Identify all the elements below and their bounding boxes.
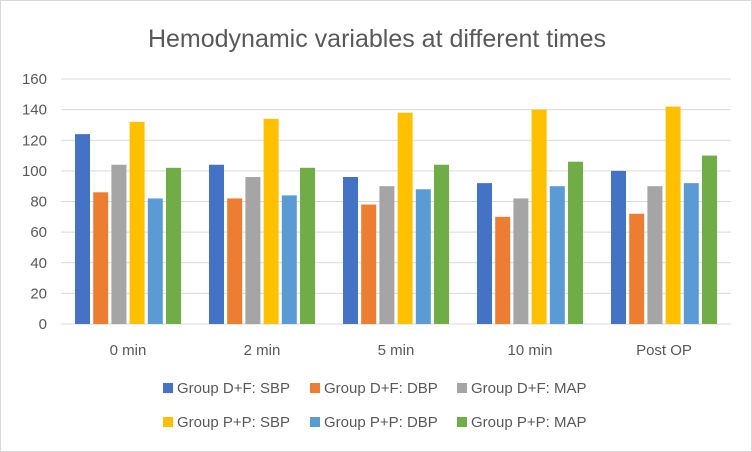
bar-group-p-p-sbp-4 (665, 106, 681, 324)
bar-group-d-f-map-4 (647, 186, 663, 324)
bar-group-p-p-dbp-0 (147, 198, 163, 324)
bar-group-p-p-sbp-2 (397, 112, 413, 324)
x-tick-label: 0 min (110, 342, 147, 359)
bar-group-p-p-dbp-3 (549, 186, 565, 324)
bar-group-p-p-dbp-2 (415, 189, 431, 324)
legend-swatch (163, 417, 173, 427)
bar-group-d-f-map-3 (513, 198, 529, 324)
bar-group-d-f-dbp-0 (93, 192, 109, 324)
y-tick-label: 160 (22, 71, 47, 88)
legend-label: Group D+F: MAP (471, 380, 586, 397)
x-tick-label: Post OP (636, 342, 692, 359)
legend-label: Group D+F: SBP (177, 380, 290, 397)
bars (75, 106, 717, 324)
bar-group-d-f-dbp-1 (227, 198, 243, 324)
x-tick-label: 2 min (244, 342, 281, 359)
y-axis-ticks: 0 20 40 60 80 100 120 140 160 (22, 71, 47, 333)
bar-group-p-p-map-3 (568, 161, 583, 324)
y-tick-label: 120 (22, 132, 47, 149)
legend-swatch (163, 383, 173, 393)
bar-group-d-f-dbp-2 (361, 204, 377, 324)
bar-group-p-p-map-1 (300, 167, 315, 324)
bar-group-d-f-sbp-3 (477, 183, 492, 324)
chart-title: Hemodynamic variables at different times (148, 25, 606, 53)
bar-group-d-f-sbp-0 (75, 134, 90, 324)
bar-group-d-f-dbp-3 (495, 216, 511, 324)
y-tick-label: 80 (30, 194, 47, 211)
legend-swatch (310, 383, 320, 393)
bar-group-p-p-sbp-0 (129, 121, 145, 324)
bar-group-p-p-dbp-1 (281, 195, 297, 324)
legend-label: Group P+P: DBP (324, 414, 438, 431)
y-tick-label: 20 (30, 285, 47, 302)
bar-group-d-f-map-2 (379, 186, 395, 324)
bar-group-p-p-dbp-4 (683, 183, 699, 324)
y-tick-label: 40 (30, 255, 47, 272)
bar-group-d-f-dbp-4 (629, 213, 645, 324)
y-tick-label: 60 (30, 224, 47, 241)
x-axis-ticks: 0 min 2 min 5 min 10 min Post OP (110, 342, 692, 359)
x-tick-label: 5 min (378, 342, 415, 359)
y-tick-label: 100 (22, 163, 47, 180)
bar-group-d-f-map-0 (111, 164, 127, 324)
y-tick-label: 140 (22, 102, 47, 119)
y-tick-label: 0 (39, 316, 47, 333)
legend-label: Group P+P: SBP (177, 414, 290, 431)
legend-swatch (457, 417, 467, 427)
bar-group-d-f-sbp-1 (209, 164, 224, 324)
bar-group-d-f-sbp-4 (611, 170, 626, 324)
legend: Group D+F: SBP Group D+F: DBP Group D+F: M… (163, 380, 586, 431)
bar-group-p-p-sbp-3 (531, 109, 547, 324)
legend-label: Group P+P: MAP (471, 414, 586, 431)
bar-group-d-f-map-1 (245, 177, 261, 324)
bar-group-p-p-map-4 (702, 155, 717, 324)
bar-group-p-p-map-2 (434, 164, 449, 324)
bar-group-d-f-sbp-2 (343, 177, 358, 324)
x-tick-label: 10 min (507, 342, 552, 359)
legend-label: Group D+F: DBP (324, 380, 438, 397)
legend-swatch (310, 417, 320, 427)
bar-group-p-p-map-0 (166, 167, 181, 324)
legend-swatch (457, 383, 467, 393)
bar-group-p-p-sbp-1 (263, 118, 279, 324)
